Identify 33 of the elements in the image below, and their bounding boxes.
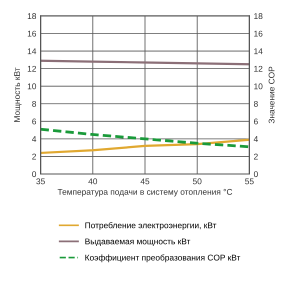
y-tick-label: 8 [32, 100, 36, 107]
y-tick-label: 2 [32, 154, 36, 160]
y-tick-label: 6 [32, 118, 36, 124]
y-tick-label: 0 [32, 171, 36, 178]
x-tick-label: 50 [192, 178, 202, 184]
y2-tick-label: 18 [254, 13, 262, 20]
y-tick-label: 16 [28, 30, 36, 37]
y-tick-label: 4 [32, 136, 36, 142]
y-tick-label: 14 [28, 48, 36, 54]
y2-tick-label: 14 [254, 48, 263, 54]
line-series [40, 138, 250, 154]
y-tick-label: 18 [28, 13, 36, 20]
x-axis-title: Температура подачи в систему отопления °C [58, 188, 232, 196]
y2-tick-label: 0 [254, 171, 258, 178]
x-tick-label: 40 [88, 178, 98, 184]
y2-tick-label: 8 [254, 100, 258, 107]
y2-tick-label: 4 [254, 136, 258, 142]
line-series [40, 128, 250, 148]
y-tick-label: 12 [28, 66, 36, 72]
x-tick-label: 45 [140, 178, 150, 184]
legend-label: Потребление электроэнергии, кВт [85, 222, 216, 230]
y-axis-title: Мощность кВт [14, 68, 22, 122]
y2-tick-label: 2 [254, 154, 258, 160]
x-tick-label: 35 [36, 178, 45, 184]
y-tick-label: 10 [28, 83, 36, 90]
y2-tick-label: 16 [254, 30, 262, 37]
y2-tick-label: 6 [254, 118, 258, 124]
y2-tick-label: 10 [254, 83, 263, 90]
y2-axis-title: Значение COP [268, 66, 275, 124]
x-tick-label: 55 [245, 178, 254, 184]
y2-tick-label: 12 [254, 66, 262, 72]
legend-label: Коэффициент преобразования COP кВт [85, 254, 240, 262]
legend-label: Выдаваемая мощность кВт [85, 238, 190, 246]
